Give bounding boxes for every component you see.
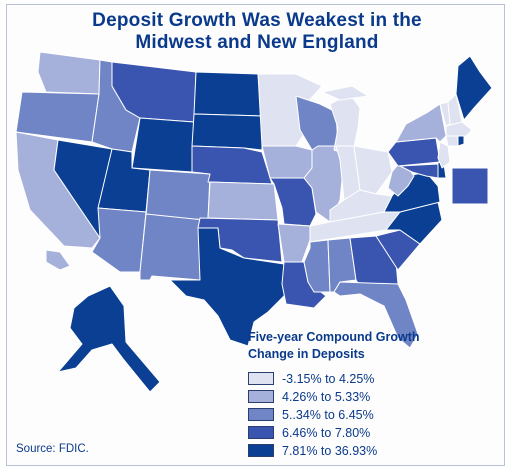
state-ks bbox=[207, 181, 279, 221]
state-sd bbox=[191, 113, 263, 151]
legend-title-line-1: Five-year Compound Growth bbox=[248, 330, 420, 344]
legend-label: 4.26% to 5.33% bbox=[282, 390, 371, 404]
legend-title: Five-year Compound Growth Change in Depo… bbox=[248, 329, 448, 363]
legend-label: 7.81% to 36.93% bbox=[282, 444, 378, 458]
state-nj bbox=[437, 141, 451, 169]
legend-swatch bbox=[248, 408, 274, 421]
state-ar bbox=[277, 223, 311, 263]
state-ct bbox=[445, 135, 459, 147]
map-title: Deposit Growth Was Weakest in the Midwes… bbox=[0, 10, 514, 54]
state-fl bbox=[333, 281, 419, 349]
state-ri bbox=[457, 135, 465, 147]
legend-item: 7.81% to 36.93% bbox=[248, 443, 458, 459]
state-tx bbox=[169, 227, 287, 347]
state-ma bbox=[445, 121, 473, 137]
state-oh bbox=[353, 145, 393, 195]
source-note: Source: FDIC. bbox=[16, 443, 89, 455]
legend-swatch bbox=[248, 390, 274, 403]
state-nm bbox=[139, 213, 205, 281]
state-ny bbox=[395, 103, 447, 143]
title-line-1: Deposit Growth Was Weakest in the bbox=[92, 10, 422, 31]
state-ak bbox=[57, 285, 161, 393]
legend-swatch bbox=[248, 444, 274, 457]
legend-item: -3.15% to 4.25% bbox=[248, 371, 458, 387]
state-az bbox=[91, 207, 147, 273]
state-md bbox=[399, 163, 439, 179]
state-nd bbox=[193, 71, 263, 117]
legend-label: 5..34% to 6.45% bbox=[282, 408, 374, 422]
state-me bbox=[455, 55, 493, 121]
state-hi bbox=[45, 249, 71, 271]
legend-swatch bbox=[248, 426, 274, 439]
state-pa bbox=[387, 137, 441, 167]
title-line-2: Midwest and New England bbox=[135, 32, 379, 53]
legend-label: -3.15% to 4.25% bbox=[282, 372, 375, 386]
legend-item: 6.46% to 7.80% bbox=[248, 425, 458, 441]
state-wa bbox=[37, 51, 101, 95]
legend-label: 6.46% to 7.80% bbox=[282, 426, 371, 440]
state-min bbox=[321, 85, 369, 101]
state-wy bbox=[131, 117, 195, 173]
legend-item: 4.26% to 5.33% bbox=[248, 389, 458, 405]
state-dc bbox=[451, 167, 489, 205]
state-co bbox=[145, 169, 211, 221]
legend-item: 5..34% to 6.45% bbox=[248, 407, 458, 423]
legend-title-line-2: Change in Deposits bbox=[248, 347, 365, 361]
state-ia bbox=[261, 145, 313, 179]
legend-swatch bbox=[248, 372, 274, 385]
